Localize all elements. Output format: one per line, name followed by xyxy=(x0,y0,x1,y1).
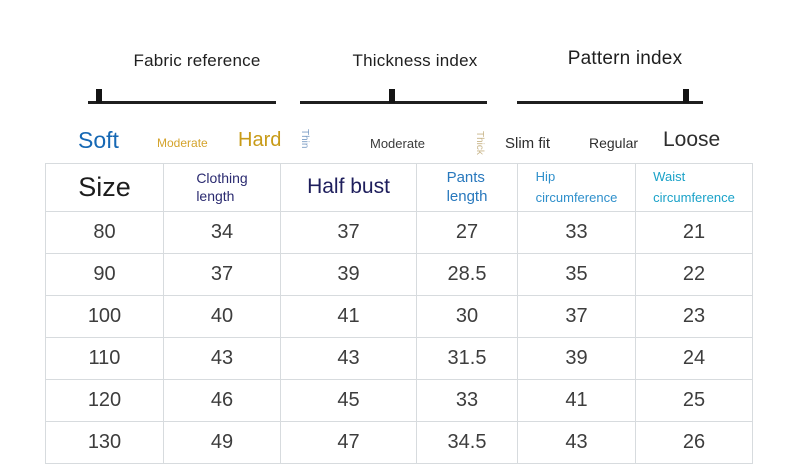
thickness-index-marker xyxy=(388,89,395,103)
label-thick: Thick xyxy=(474,131,485,155)
cell-hip-circumference: 43 xyxy=(517,421,636,464)
cell-size: 90 xyxy=(45,253,164,296)
thickness-index-title: Thickness index xyxy=(352,51,478,70)
cell-half-bust: 41 xyxy=(280,295,417,338)
col-header-hip-circumference-line1: Hip xyxy=(535,168,556,184)
cell-size: 110 xyxy=(45,337,164,380)
fabric-reference-title: Fabric reference xyxy=(133,51,261,70)
cell-waist-circumference: 26 xyxy=(635,421,753,464)
cell-pants-length: 31.5 xyxy=(416,337,518,380)
cell-pants-length: 33 xyxy=(416,379,518,422)
cell-clothing-length: 37 xyxy=(163,253,281,296)
cell-pants-length: 28.5 xyxy=(416,253,518,296)
col-header-pants-length: Pants length xyxy=(416,163,518,212)
cell-clothing-length: 34 xyxy=(163,211,281,254)
label-loose: Loose xyxy=(663,128,721,151)
cell-clothing-length: 46 xyxy=(163,379,281,422)
col-header-clothing-length-line1: Clothing xyxy=(196,170,248,186)
label-thickness-moderate: Moderate xyxy=(370,136,425,151)
table-row-size-80: 80 34 37 27 33 21 xyxy=(45,211,753,254)
cell-size: 80 xyxy=(45,211,164,254)
cell-size: 100 xyxy=(45,295,164,338)
cell-waist-circumference: 23 xyxy=(635,295,753,338)
pattern-index-bar xyxy=(517,89,703,104)
label-slim-fit: Slim fit xyxy=(505,135,550,152)
cell-hip-circumference: 39 xyxy=(517,337,636,380)
thickness-index-bar xyxy=(300,89,487,104)
cell-hip-circumference: 35 xyxy=(517,253,636,296)
cell-pants-length: 27 xyxy=(416,211,518,254)
col-header-clothing-length-line2: length xyxy=(196,187,235,204)
col-header-waist-circumference: Waist circumference xyxy=(635,163,753,212)
cell-clothing-length: 43 xyxy=(163,337,281,380)
col-header-size-label: Size xyxy=(78,171,131,202)
col-header-waist-circumference-line1: Waist xyxy=(653,168,686,184)
col-header-half-bust: Half bust xyxy=(280,163,417,212)
col-header-size: Size xyxy=(45,163,164,212)
pattern-index-marker xyxy=(683,89,690,103)
table-row-size-120: 120 46 45 33 41 25 xyxy=(45,379,753,422)
label-soft: Soft xyxy=(78,127,119,153)
cell-clothing-length: 40 xyxy=(163,295,281,338)
cell-half-bust: 43 xyxy=(280,337,417,380)
cell-size: 120 xyxy=(45,379,164,422)
cell-waist-circumference: 24 xyxy=(635,337,753,380)
table-row-size-90: 90 37 39 28.5 35 22 xyxy=(45,253,753,296)
col-header-hip-circumference-line2: circumference xyxy=(535,189,618,205)
cell-waist-circumference: 22 xyxy=(635,253,753,296)
pattern-index-title: Pattern index xyxy=(567,48,683,69)
cell-half-bust: 47 xyxy=(280,421,417,464)
table-row-size-100: 100 40 41 30 37 23 xyxy=(45,295,753,338)
table-row-size-110: 110 43 43 31.5 39 24 xyxy=(45,337,753,380)
cell-half-bust: 45 xyxy=(280,379,417,422)
col-header-half-bust-label: Half bust xyxy=(307,175,390,199)
cell-pants-length: 30 xyxy=(416,295,518,338)
label-fabric-moderate: Moderate xyxy=(157,136,208,150)
col-header-pants-length-line1: Pants xyxy=(446,168,485,186)
label-thin: Thin xyxy=(299,129,310,149)
table-row-size-130: 130 49 47 34.5 43 26 xyxy=(45,421,753,464)
cell-hip-circumference: 37 xyxy=(517,295,636,338)
cell-waist-circumference: 25 xyxy=(635,379,753,422)
cell-clothing-length: 49 xyxy=(163,421,281,464)
table-header-row: Size Clothing length Half bust Pants len… xyxy=(45,163,753,212)
cell-hip-circumference: 33 xyxy=(517,211,636,254)
size-table: Size Clothing length Half bust Pants len… xyxy=(45,163,753,464)
cell-waist-circumference: 21 xyxy=(635,211,753,254)
col-header-waist-circumference-line2: circumference xyxy=(653,189,735,205)
col-header-clothing-length: Clothing length xyxy=(163,163,281,212)
label-hard: Hard xyxy=(238,129,282,151)
cell-half-bust: 37 xyxy=(280,211,417,254)
cell-half-bust: 39 xyxy=(280,253,417,296)
cell-hip-circumference: 41 xyxy=(517,379,636,422)
fabric-reference-bar xyxy=(88,89,276,104)
col-header-hip-circumference: Hip circumference xyxy=(517,163,636,212)
cell-pants-length: 34.5 xyxy=(416,421,518,464)
col-header-pants-length-line2: length xyxy=(446,187,488,205)
fabric-reference-marker xyxy=(96,89,103,103)
cell-size: 130 xyxy=(45,421,164,464)
label-regular: Regular xyxy=(589,135,639,151)
